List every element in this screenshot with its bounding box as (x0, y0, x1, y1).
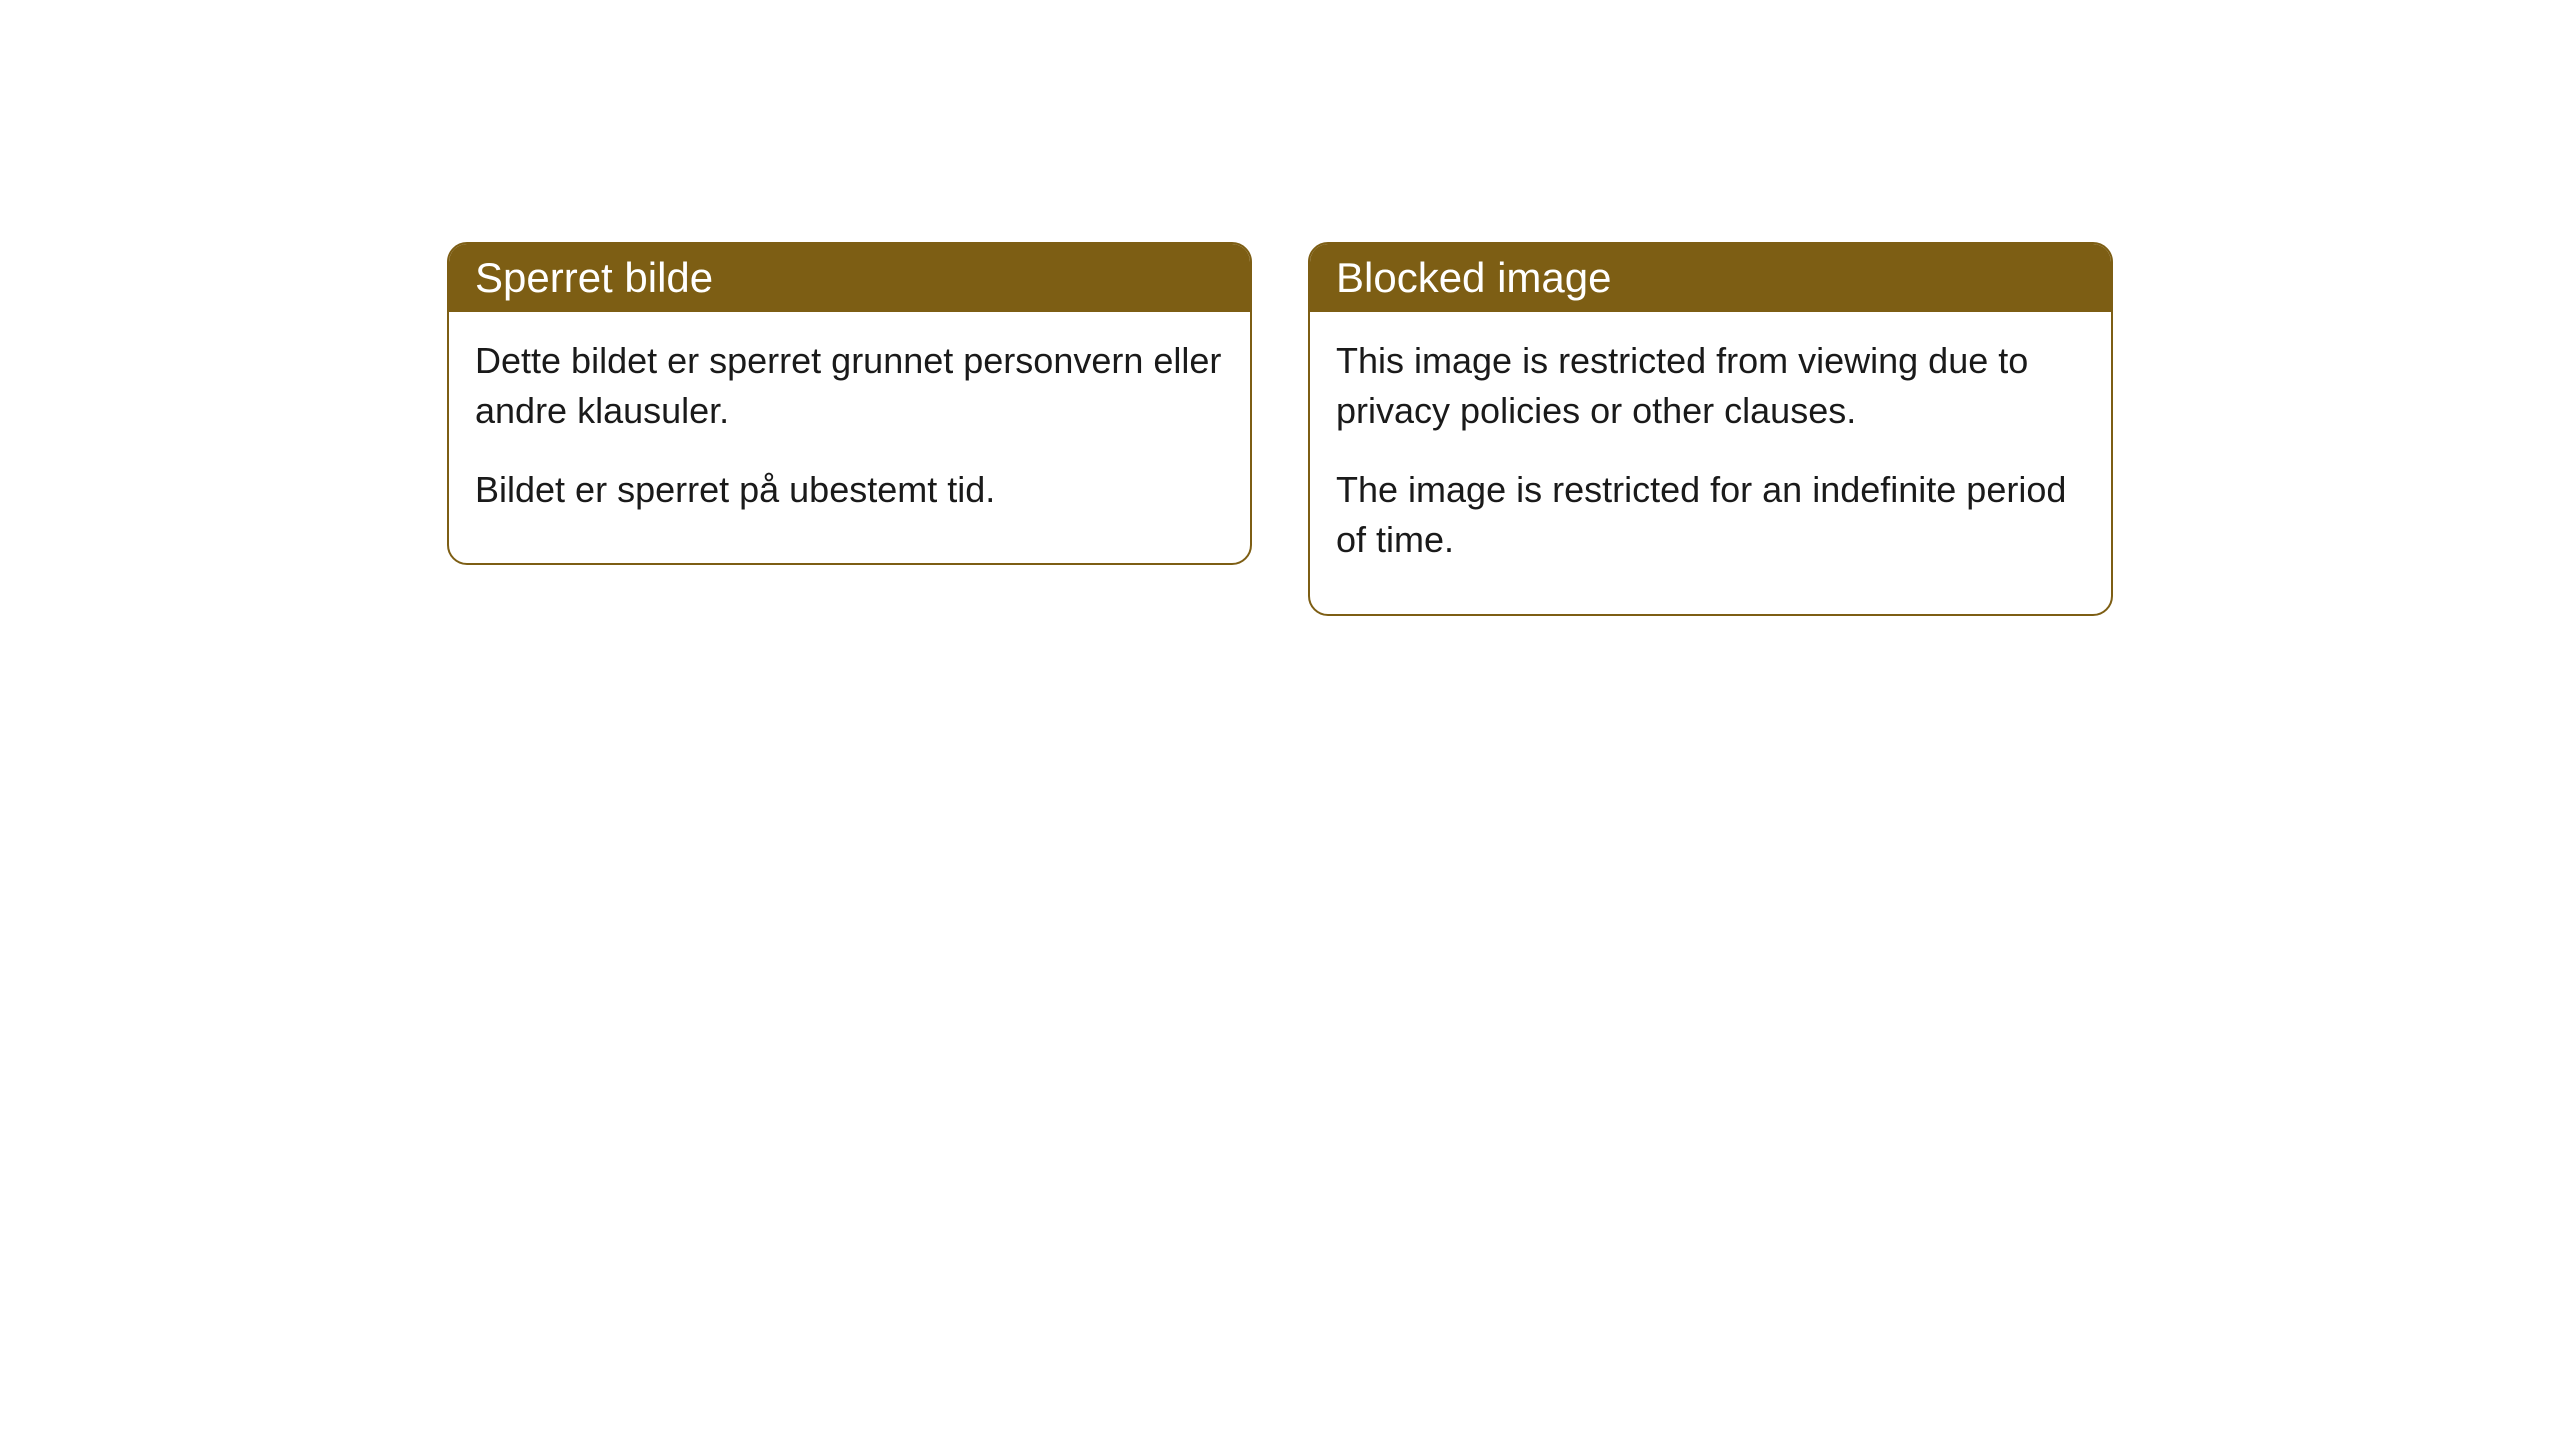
card-title-english: Blocked image (1336, 254, 1611, 301)
card-paragraph-english-2: The image is restricted for an indefinit… (1336, 465, 2085, 566)
card-paragraph-norwegian-1: Dette bildet er sperret grunnet personve… (475, 336, 1224, 437)
card-paragraph-norwegian-2: Bildet er sperret på ubestemt tid. (475, 465, 1224, 515)
info-card-english: Blocked image This image is restricted f… (1308, 242, 2113, 616)
card-header-english: Blocked image (1310, 244, 2111, 312)
card-header-norwegian: Sperret bilde (449, 244, 1250, 312)
card-title-norwegian: Sperret bilde (475, 254, 713, 301)
card-paragraph-english-1: This image is restricted from viewing du… (1336, 336, 2085, 437)
cards-container: Sperret bilde Dette bildet er sperret gr… (447, 242, 2113, 1440)
card-body-norwegian: Dette bildet er sperret grunnet personve… (449, 312, 1250, 563)
info-card-norwegian: Sperret bilde Dette bildet er sperret gr… (447, 242, 1252, 565)
card-body-english: This image is restricted from viewing du… (1310, 312, 2111, 614)
